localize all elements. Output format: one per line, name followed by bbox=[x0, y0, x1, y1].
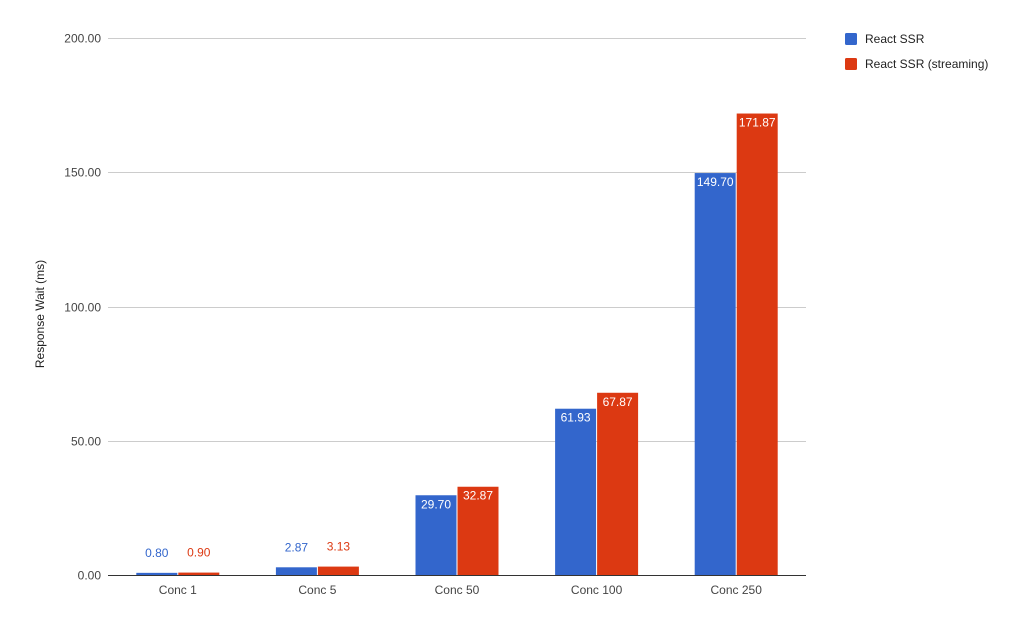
x-tick-label: Conc 100 bbox=[571, 583, 623, 597]
x-tick-label: Conc 1 bbox=[159, 583, 197, 597]
y-tick-label: 200.00 bbox=[64, 32, 101, 46]
x-tick-label: Conc 5 bbox=[298, 583, 336, 597]
legend: React SSR React SSR (streaming) bbox=[845, 32, 988, 71]
y-tick-label: 50.00 bbox=[71, 435, 101, 449]
bar bbox=[415, 495, 457, 575]
data-label: 0.80 bbox=[145, 546, 169, 560]
bar bbox=[136, 572, 178, 575]
bar bbox=[555, 408, 597, 575]
y-axis-title: Response Wait (ms) bbox=[33, 260, 47, 368]
data-label: 3.13 bbox=[327, 540, 351, 554]
y-axis-ticks: 0.00 50.00 100.00 150.00 200.00 bbox=[64, 32, 101, 583]
x-axis-categories: Conc 1 Conc 5 Conc 50 Conc 100 Conc 250 bbox=[159, 583, 762, 597]
data-label: 29.70 bbox=[421, 497, 451, 511]
bar bbox=[457, 486, 499, 575]
data-label: 0.90 bbox=[187, 546, 211, 560]
bar bbox=[694, 173, 736, 576]
data-label: 61.93 bbox=[561, 411, 591, 425]
bar bbox=[736, 113, 778, 575]
bars bbox=[136, 113, 778, 576]
x-tick-label: Conc 50 bbox=[435, 583, 480, 597]
data-label: 2.87 bbox=[285, 540, 309, 554]
data-labels: 0.80 0.90 2.87 3.13 29.70 32.87 61.93 67.87 149.… bbox=[145, 116, 776, 560]
data-label: 32.87 bbox=[463, 489, 493, 503]
legend-swatch bbox=[845, 33, 857, 45]
gridlines bbox=[108, 38, 806, 442]
y-tick-label: 150.00 bbox=[64, 166, 101, 180]
x-tick-label: Conc 250 bbox=[711, 583, 763, 597]
legend-swatch bbox=[845, 58, 857, 70]
legend-label: React SSR (streaming) bbox=[865, 57, 988, 71]
legend-label: React SSR bbox=[865, 32, 925, 46]
y-tick-label: 100.00 bbox=[64, 301, 101, 315]
data-label: 171.87 bbox=[739, 116, 776, 130]
bar bbox=[178, 572, 220, 575]
bar bbox=[597, 392, 639, 575]
data-label: 67.87 bbox=[603, 395, 633, 409]
bar bbox=[317, 566, 359, 575]
y-tick-label: 0.00 bbox=[78, 569, 102, 583]
bar bbox=[275, 567, 317, 575]
data-label: 149.70 bbox=[697, 175, 734, 189]
